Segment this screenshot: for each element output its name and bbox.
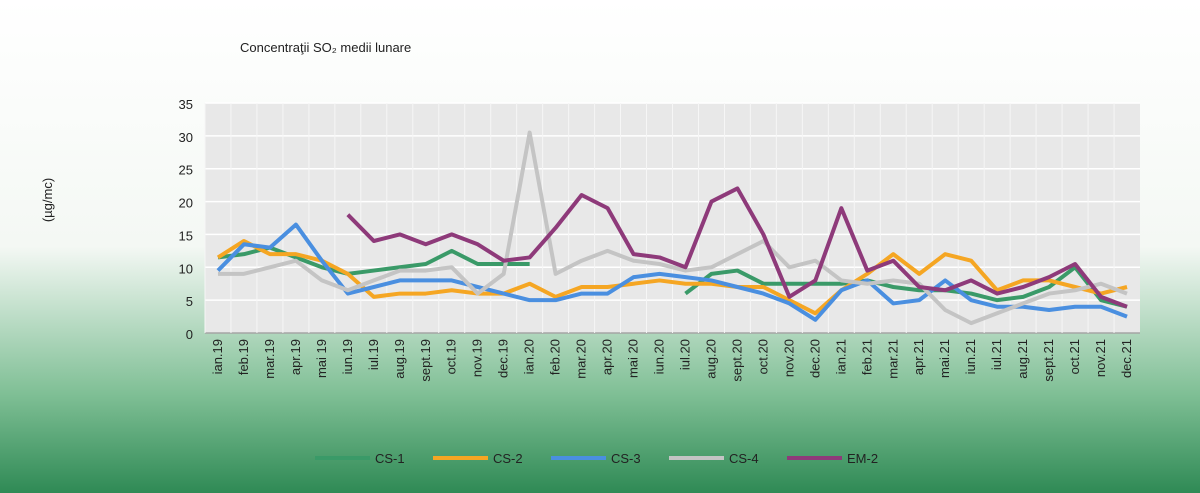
- x-tick-label: oct.20: [755, 339, 770, 374]
- legend-label: EM-2: [847, 451, 878, 466]
- x-tick-label: mai 20: [626, 339, 641, 378]
- y-tick-label: 10: [179, 261, 193, 276]
- x-tick-label: sept.21: [1041, 339, 1056, 382]
- line-series: [217, 130, 1128, 326]
- x-tick-label: dec.20: [807, 339, 822, 378]
- x-tick-label: dec.19: [496, 339, 511, 378]
- x-tick-label: ian.21: [833, 339, 848, 374]
- x-tick-label: nov.21: [1093, 339, 1108, 377]
- legend-label: CS-3: [611, 451, 641, 466]
- x-tick-label: apr.19: [288, 339, 303, 375]
- x-tick-label: feb.21: [859, 339, 874, 375]
- x-tick-label: oct.19: [444, 339, 459, 374]
- x-tick-label: iul.21: [989, 339, 1004, 370]
- y-tick-label: 5: [186, 294, 193, 309]
- line-series: [346, 186, 1128, 309]
- x-tick-label: iul.20: [677, 339, 692, 370]
- x-tick-label: aug.20: [703, 339, 718, 379]
- x-tick-label: mar.19: [262, 339, 277, 379]
- x-tick-label: aug.19: [392, 339, 407, 379]
- x-tick-label: feb.19: [236, 339, 251, 375]
- y-tick-label: 15: [179, 228, 193, 243]
- x-tick-label: mar.21: [885, 339, 900, 379]
- x-tick-label: apr.20: [600, 339, 615, 375]
- x-tick-label: sept.19: [418, 339, 433, 382]
- x-tick-label: mar.20: [574, 339, 589, 379]
- y-tick-label: 0: [186, 327, 193, 342]
- x-tick-label: apr.21: [911, 339, 926, 375]
- x-tick-label: feb.20: [548, 339, 563, 375]
- y-tick-label: 20: [179, 196, 193, 211]
- x-tick-label: aug.21: [1015, 339, 1030, 379]
- y-axis-label: (µg/mc): [40, 178, 55, 222]
- x-tick-label: mai 19: [314, 339, 329, 378]
- x-tick-label: iun.19: [340, 339, 355, 374]
- x-tick-label: ian.19: [210, 339, 225, 374]
- legend-label: CS-1: [375, 451, 405, 466]
- x-tick-label: iun.21: [963, 339, 978, 374]
- x-tick-label: oct.21: [1067, 339, 1082, 374]
- x-tick-label: dec.21: [1119, 339, 1134, 378]
- chart-title: Concentraţii SO₂ medii lunare: [240, 40, 411, 55]
- line-series: [216, 222, 1128, 322]
- y-tick-label: 30: [179, 130, 193, 145]
- x-tick-label: mai.21: [937, 339, 952, 378]
- x-tick-label: iul.19: [366, 339, 381, 370]
- y-tick-label: 25: [179, 163, 193, 178]
- x-tick-label: sept.20: [729, 339, 744, 382]
- x-tick-label: ian.20: [522, 339, 537, 374]
- legend-label: CS-4: [729, 451, 759, 466]
- legend-label: CS-2: [493, 451, 523, 466]
- y-tick-label: 35: [179, 97, 193, 112]
- x-tick-label: nov.20: [781, 339, 796, 377]
- x-tick-label: iun.20: [652, 339, 667, 374]
- x-tick-label: nov.19: [470, 339, 485, 377]
- line-series: [216, 239, 1128, 316]
